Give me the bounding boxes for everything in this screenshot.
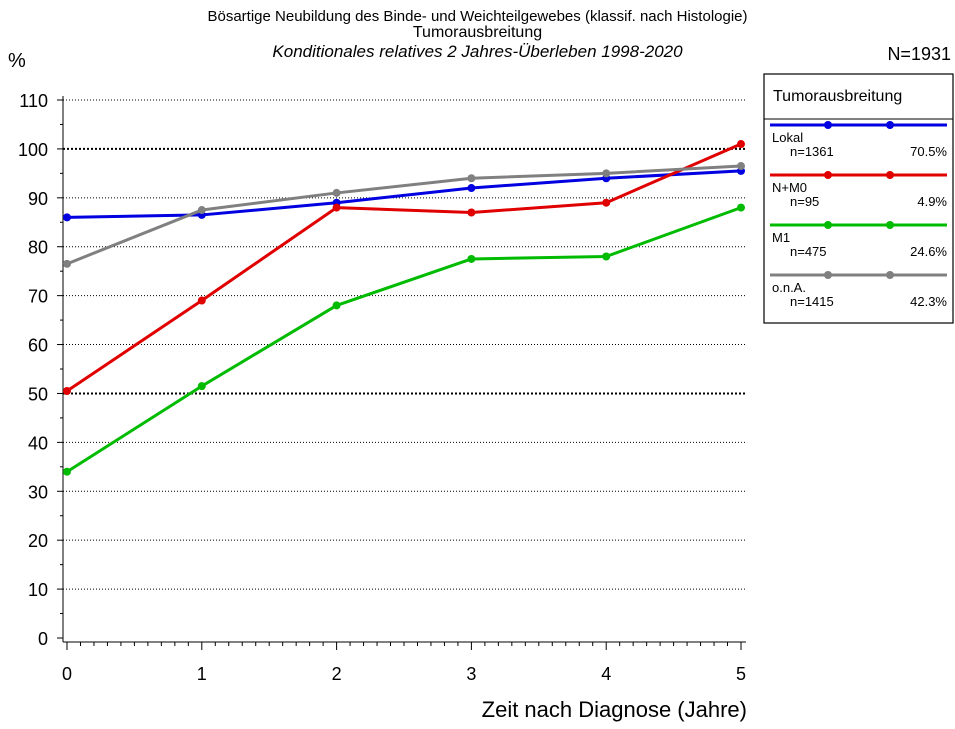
- legend-series-percent: 4.9%: [917, 194, 947, 209]
- data-point: [63, 467, 71, 476]
- x-axis-label: Zeit nach Diagnose (Jahre): [481, 697, 747, 722]
- data-point: [467, 254, 476, 263]
- legend-swatch-point: [886, 171, 894, 179]
- legend-swatch-point: [886, 221, 894, 229]
- legend-series-name: o.n.A.: [772, 280, 806, 295]
- legend-swatch-point: [824, 121, 832, 129]
- data-point: [197, 206, 206, 215]
- chart-subtitle: Konditionales relatives 2 Jahres-Überleb…: [272, 42, 683, 61]
- legend-series-count: n=95: [790, 194, 819, 209]
- series-line: [66, 206, 742, 473]
- data-point: [197, 296, 206, 305]
- legend-series-percent: 42.3%: [910, 294, 947, 309]
- legend-swatch-point: [824, 221, 832, 229]
- y-tick-label: 100: [18, 140, 48, 160]
- legend-swatch-point: [886, 121, 894, 129]
- grid-lines: [63, 99, 746, 590]
- y-tick-label: 60: [28, 336, 48, 356]
- legend-series-name: M1: [772, 230, 790, 245]
- x-tick-label: 5: [736, 664, 746, 684]
- x-tick-label: 2: [332, 664, 342, 684]
- legend-swatch-point: [824, 271, 832, 279]
- y-tick-label: 10: [28, 580, 48, 600]
- x-tick-label: 4: [601, 664, 611, 684]
- chart-group-title: Tumorausbreitung: [412, 24, 543, 41]
- y-tick-label: 20: [28, 531, 48, 551]
- data-point: [332, 301, 341, 310]
- data-point: [602, 169, 611, 178]
- data-point: [63, 387, 71, 396]
- y-tick-label: 0: [38, 629, 48, 649]
- x-tick-label: 3: [466, 664, 476, 684]
- data-point: [63, 259, 71, 268]
- data-point: [602, 198, 611, 207]
- legend-series-name: N+M0: [772, 180, 807, 195]
- data-point: [197, 382, 206, 391]
- legend-series-count: n=1415: [790, 294, 834, 309]
- y-tick-label: 80: [28, 238, 48, 258]
- axes: 0 10 20 30 40 50 60 70 80 90 100 110 0 1 2 3 4 5: [18, 91, 746, 684]
- series-line: [66, 142, 742, 393]
- y-tick-label: 30: [28, 482, 48, 502]
- y-axis-label: %: [8, 50, 26, 72]
- data-point: [467, 174, 476, 183]
- series-group: [63, 140, 745, 476]
- y-tick-label: 110: [19, 91, 48, 111]
- legend-series-count: n=1361: [790, 144, 834, 159]
- legend-title: Tumorausbreitung: [773, 88, 902, 105]
- data-point: [737, 140, 745, 149]
- legend-box: [763, 73, 954, 324]
- series-line: [66, 169, 742, 219]
- y-tick-label: 90: [28, 189, 48, 209]
- legend-series-percent: 70.5%: [910, 144, 947, 159]
- legend-swatch-point: [886, 271, 894, 279]
- data-point: [737, 203, 745, 212]
- data-point: [737, 162, 745, 171]
- legend-series-percent: 24.6%: [910, 244, 947, 259]
- chart-title: Bösartige Neubildung des Binde- und Weic…: [207, 8, 748, 25]
- data-point: [332, 203, 341, 212]
- y-tick-label: 40: [28, 433, 48, 453]
- data-point: [467, 184, 476, 193]
- data-point: [332, 188, 341, 197]
- data-point: [602, 252, 611, 261]
- data-point: [63, 213, 71, 222]
- data-point: [467, 208, 476, 217]
- total-count: N=1931: [887, 44, 951, 64]
- x-tick-label: 1: [197, 664, 207, 684]
- legend-series-count: n=475: [790, 244, 827, 259]
- series-line: [66, 164, 742, 266]
- y-tick-label: 70: [28, 287, 48, 307]
- x-tick-label: 0: [62, 664, 72, 684]
- legend-series-name: Lokal: [772, 130, 803, 145]
- legend-swatch-point: [824, 171, 832, 179]
- y-tick-label: 50: [28, 384, 48, 404]
